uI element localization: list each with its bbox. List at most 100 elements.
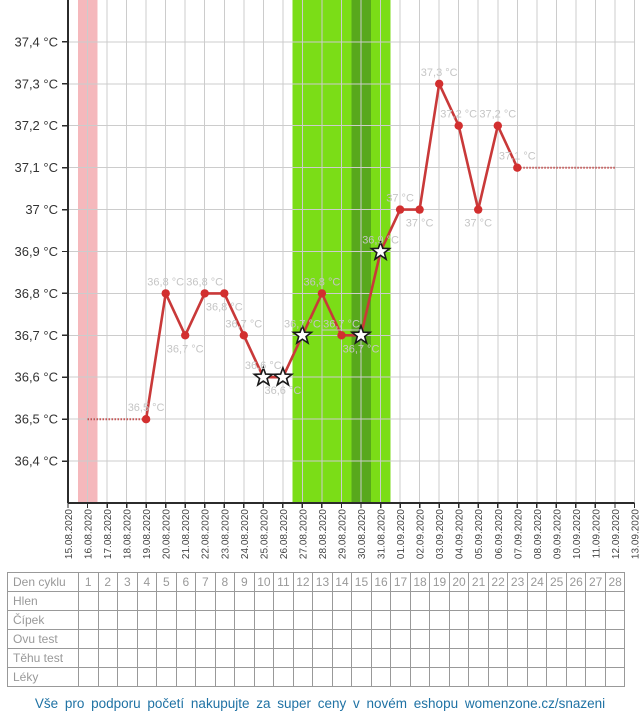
- eshop-ad-link[interactable]: Vše pro podporu početí nakupujte za supe…: [34, 696, 606, 711]
- empty-log-cell: [409, 667, 431, 687]
- cycle-day-number: 10: [253, 572, 275, 592]
- empty-log-cell: [331, 667, 353, 687]
- x-date-label: 20.08.2020: [162, 509, 173, 559]
- empty-log-cell: [390, 629, 411, 649]
- x-date-label: 08.09.2020: [533, 509, 544, 559]
- empty-log-cell: [195, 667, 216, 687]
- cycle-day-number: 1: [78, 572, 99, 592]
- empty-log-cell: [78, 591, 99, 611]
- row-label-den-cyklu: Den cyklu: [7, 572, 79, 592]
- empty-log-cell: [546, 648, 567, 668]
- empty-log-cell: [253, 648, 275, 668]
- empty-log-cell: [468, 610, 489, 630]
- point-value-label: 36,7 °C: [225, 318, 262, 330]
- empty-log-cell: [546, 610, 567, 630]
- empty-log-cell: [487, 610, 509, 630]
- empty-log-cell: [351, 667, 372, 687]
- point-value-label: 36,7 °C: [323, 318, 360, 330]
- empty-log-cell: [507, 591, 528, 611]
- temperature-dot-marker: [317, 289, 327, 298]
- empty-log-cell: [546, 667, 567, 687]
- empty-log-cell: [565, 648, 587, 668]
- empty-log-cell: [78, 610, 99, 630]
- x-date-label: 29.08.2020: [338, 509, 349, 559]
- point-value-label: 36,7 °C: [284, 318, 321, 330]
- y-tick-label: 37 °C: [25, 202, 58, 217]
- point-value-label: 36,6 °C: [245, 360, 282, 372]
- empty-log-cell: [409, 591, 431, 611]
- empty-log-cell: [487, 667, 509, 687]
- x-date-label: 17.08.2020: [103, 509, 114, 559]
- temperature-dot-marker: [337, 331, 346, 340]
- table-row: Těhu test: [7, 648, 626, 668]
- empty-log-cell: [97, 667, 119, 687]
- empty-log-cell: [156, 610, 177, 630]
- empty-log-cell: [175, 610, 197, 630]
- temperature-dot-marker: [513, 163, 522, 172]
- empty-log-cell: [507, 629, 528, 649]
- cycle-day-number: 19: [429, 572, 450, 592]
- x-date-label: 21.08.2020: [181, 509, 192, 559]
- x-date-label: 06.09.2020: [494, 509, 505, 559]
- empty-log-cell: [78, 648, 99, 668]
- point-value-label: 36,7 °C: [167, 343, 204, 355]
- empty-log-cell: [604, 610, 626, 630]
- empty-log-cell: [156, 648, 177, 668]
- empty-log-cell: [136, 667, 158, 687]
- empty-log-cell: [214, 648, 236, 668]
- empty-log-cell: [370, 591, 392, 611]
- empty-log-cell: [214, 610, 236, 630]
- point-value-label: 37,1 °C: [499, 151, 536, 163]
- star-marker: [349, 323, 373, 345]
- empty-log-cell: [585, 610, 606, 630]
- empty-log-cell: [585, 648, 606, 668]
- empty-log-cell: [468, 591, 489, 611]
- empty-log-cell: [448, 591, 470, 611]
- empty-log-cell: [195, 629, 216, 649]
- empty-log-cell: [292, 629, 314, 649]
- empty-log-cell: [448, 648, 470, 668]
- y-tick-label: 36,5 °C: [14, 412, 58, 427]
- empty-log-cell: [487, 629, 509, 649]
- star-marker: [252, 365, 275, 387]
- empty-log-cell: [448, 610, 470, 630]
- x-date-label: 10.09.2020: [572, 509, 583, 559]
- empty-log-cell: [97, 629, 119, 649]
- empty-log-cell: [312, 667, 333, 687]
- row-label: Těhu test: [7, 648, 79, 668]
- empty-log-cell: [526, 667, 548, 687]
- x-date-label: 09.09.2020: [552, 509, 563, 559]
- point-value-label: 36,8 °C: [303, 276, 340, 288]
- empty-log-cell: [429, 648, 450, 668]
- empty-log-cell: [253, 610, 275, 630]
- cycle-day-number: 26: [565, 572, 587, 592]
- temperature-dot-marker: [161, 289, 170, 298]
- x-date-label: 18.08.2020: [123, 509, 134, 559]
- point-value-label: 36,8 °C: [186, 276, 223, 288]
- y-tick-label: 36,9 °C: [14, 244, 58, 259]
- star-marker: [369, 239, 392, 262]
- x-date-label: 23.08.2020: [220, 509, 231, 559]
- empty-log-cell: [507, 667, 528, 687]
- empty-log-cell: [351, 610, 372, 630]
- empty-log-cell: [448, 629, 470, 649]
- cycle-day-number: 23: [507, 572, 528, 592]
- empty-log-cell: [390, 591, 411, 611]
- empty-log-cell: [526, 648, 548, 668]
- row-label: Čípek: [7, 610, 79, 630]
- x-date-label: 22.08.2020: [201, 509, 212, 559]
- x-date-label: 12.09.2020: [611, 509, 622, 559]
- empty-log-cell: [448, 667, 470, 687]
- star-marker: [271, 365, 295, 387]
- empty-log-cell: [136, 610, 158, 630]
- cycle-day-number: 2: [97, 572, 119, 592]
- empty-log-cell: [429, 591, 450, 611]
- empty-log-cell: [175, 591, 197, 611]
- empty-log-cell: [117, 648, 138, 668]
- empty-log-cell: [585, 591, 606, 611]
- temperature-dot-marker: [181, 331, 190, 340]
- empty-log-cell: [565, 629, 587, 649]
- empty-log-cell: [429, 667, 450, 687]
- table-row: Ovu test: [7, 629, 626, 649]
